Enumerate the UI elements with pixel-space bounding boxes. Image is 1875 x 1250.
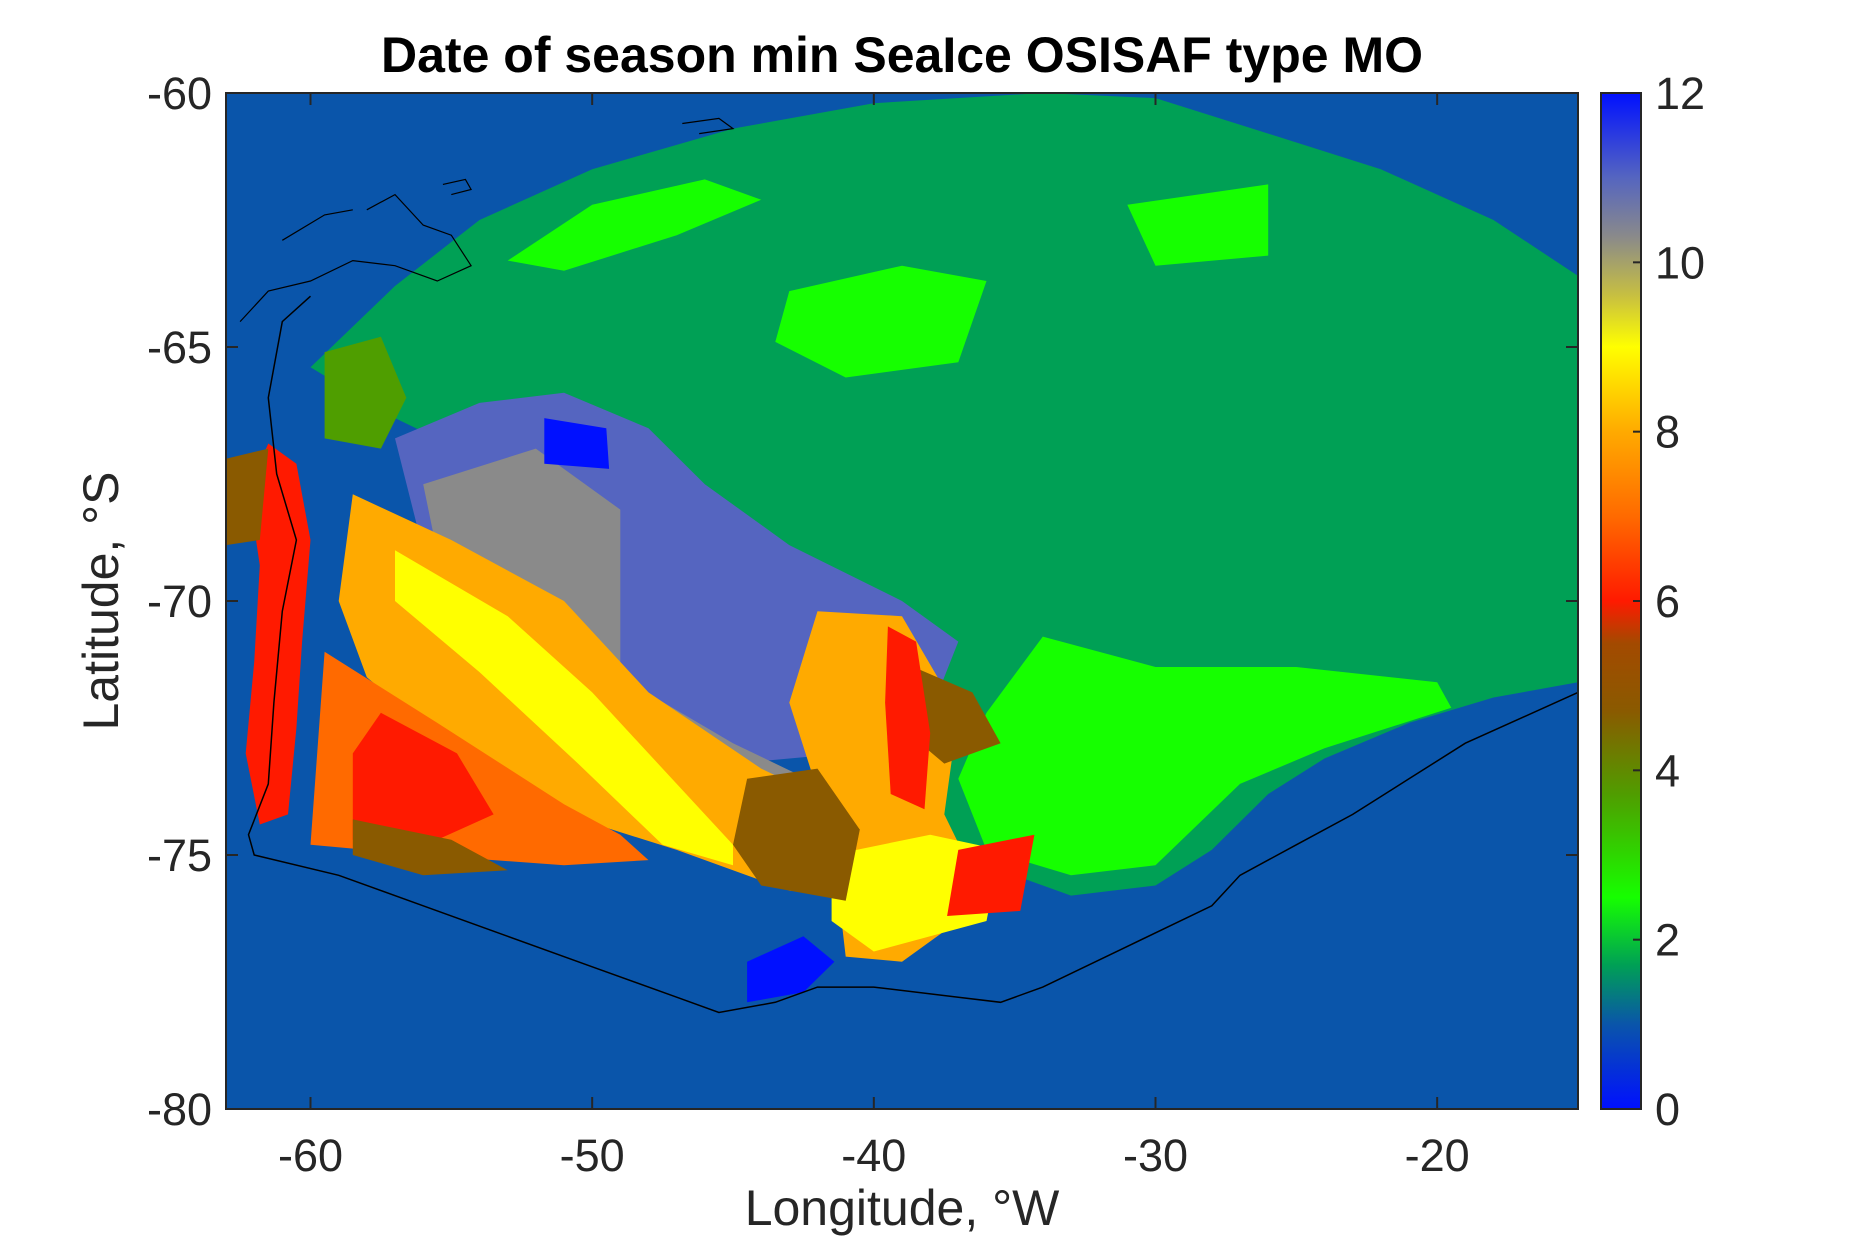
x-axis: -60 -50 -40 -30 -20 bbox=[278, 93, 1470, 1181]
heatmap-region-brown-southwest bbox=[352, 819, 508, 876]
heatmap-region-olive-grey-zone bbox=[423, 448, 874, 835]
coastline-line bbox=[247, 295, 1578, 1014]
heatmap-region-bright-green-mid bbox=[775, 265, 987, 378]
heatmap-region-red-south-east bbox=[947, 834, 1035, 916]
island-outline bbox=[281, 209, 353, 241]
heatmap-region-deep-blue-patch-south bbox=[747, 936, 835, 1003]
colorbar-tick-label: 2 bbox=[1655, 915, 1680, 966]
heatmap-region-yellow-strip-west bbox=[395, 550, 733, 866]
heatmap-region-red-coast-strip bbox=[245, 443, 311, 825]
x-axis-label: Longitude, °W bbox=[745, 1180, 1060, 1236]
y-axis-label: Latitude, °S bbox=[73, 471, 129, 730]
colorbar-tick-label: 10 bbox=[1655, 237, 1705, 288]
y-axis: -60 -65 -70 -75 -80 bbox=[147, 68, 1578, 1135]
x-tick-label: -60 bbox=[278, 1130, 343, 1181]
heatmap-region-bright-green-patch bbox=[958, 636, 1452, 876]
x-tick-label: -40 bbox=[841, 1130, 906, 1181]
heatmap-region-olive-west-patch bbox=[324, 336, 407, 449]
island-outline bbox=[682, 117, 735, 135]
coastline bbox=[239, 117, 1578, 1014]
y-tick-label: -60 bbox=[147, 68, 212, 119]
heatmap-region-bright-green-east bbox=[1127, 184, 1269, 266]
heatmap-region-deep-blue-patch-north bbox=[544, 418, 610, 469]
y-tick-label: -80 bbox=[147, 1084, 212, 1135]
colorbar-tick-label: 6 bbox=[1655, 576, 1680, 627]
chart-title: Date of season min SeaIce OSISAF type MO bbox=[381, 27, 1423, 83]
heatmap-region-brown-west-edge bbox=[226, 448, 269, 546]
island-outline bbox=[239, 193, 472, 323]
heatmap-region-red-west-block bbox=[352, 712, 494, 840]
heatmap-region-red-east-patches bbox=[885, 626, 931, 810]
heatmap-region-bright-green-north bbox=[507, 179, 762, 271]
x-tick-label: -50 bbox=[560, 1130, 625, 1181]
colorbar-tick-label: 12 bbox=[1655, 68, 1705, 119]
x-tick-label: -20 bbox=[1405, 1130, 1470, 1181]
colorbar-tick-label: 0 bbox=[1655, 1084, 1680, 1135]
y-tick-label: -75 bbox=[147, 830, 212, 881]
colorbar-ticks: 0 2 4 6 8 10 12 bbox=[1633, 68, 1705, 1135]
heatmap-region-brown-south-central bbox=[733, 768, 860, 901]
x-tick-label: -30 bbox=[1123, 1130, 1188, 1181]
heatmap-regions bbox=[226, 93, 1578, 1003]
y-tick-label: -70 bbox=[147, 576, 212, 627]
island-outline bbox=[442, 178, 473, 196]
colorbar-tick-label: 4 bbox=[1655, 745, 1680, 796]
heatmap-region-orange-band-west bbox=[338, 494, 874, 896]
colorbar-tick-label: 8 bbox=[1655, 407, 1680, 458]
y-tick-label: -65 bbox=[147, 322, 212, 373]
